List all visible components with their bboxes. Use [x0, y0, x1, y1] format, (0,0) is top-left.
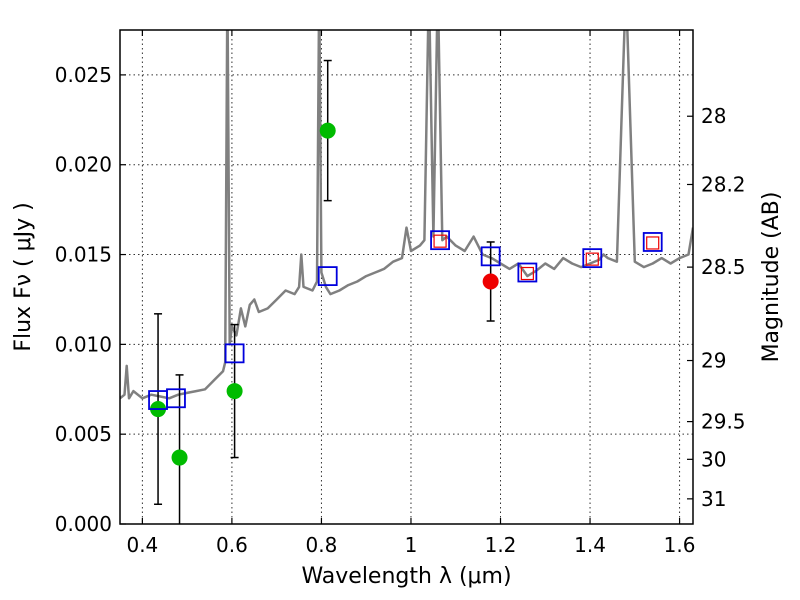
- data-point: [226, 383, 243, 400]
- right-axis-label: Magnitude (AB): [759, 192, 784, 363]
- x-tick-label: 0.8: [306, 533, 338, 557]
- x-tick-label: 0.4: [126, 533, 158, 557]
- data-point: [482, 273, 499, 290]
- model-box-inner: [433, 234, 447, 248]
- right-tick-label: 29: [701, 349, 726, 373]
- grid: [120, 30, 693, 525]
- model-box: [517, 262, 538, 283]
- model-box: [166, 388, 186, 409]
- model-box-inner: [520, 266, 534, 281]
- right-tick-label: 29.5: [701, 410, 746, 434]
- right-tick-label: 31: [701, 487, 726, 511]
- x-axis-label: Wavelength λ (μm): [301, 564, 511, 589]
- y-tick-label: 0.005: [55, 422, 112, 446]
- data-point: [171, 449, 188, 466]
- x-tick-label: 1.6: [664, 533, 696, 557]
- data-point: [319, 122, 336, 139]
- model-box: [480, 246, 501, 267]
- model-box: [430, 230, 450, 251]
- model-box: [642, 232, 663, 252]
- right-tick-label: 28.2: [701, 172, 746, 196]
- right-tick-label: 28: [701, 104, 726, 128]
- x-tick-label: 1.2: [485, 533, 517, 557]
- y-tick-label: 0.020: [55, 153, 112, 177]
- plot-frame: [119, 29, 694, 525]
- spectrum-line: [120, 30, 693, 400]
- x-tick-label: 0.6: [216, 533, 248, 557]
- x-tick-label: 1.4: [574, 533, 606, 557]
- y-tick-label: 0.010: [55, 332, 112, 356]
- y-tick-label: 0.015: [55, 243, 112, 267]
- right-tick-label: 30: [701, 447, 726, 471]
- model-box-inner: [585, 252, 599, 266]
- model-box: [582, 248, 603, 269]
- model-box: [317, 266, 338, 287]
- y-tick-label: 0.025: [55, 63, 112, 87]
- y-axis-label: Flux Fν ( μJy ): [11, 202, 36, 351]
- x-tick-label: 1: [405, 533, 418, 557]
- model-box-inner: [646, 236, 660, 250]
- data-points: [148, 59, 663, 524]
- model-box: [224, 343, 245, 364]
- y-tick-label: 0.000: [55, 512, 112, 536]
- axis-ticks: 0.4 0.6 0.8 1 1.2 1.4 1.6 0.000 0.005 0.010 0.015 0…: [55, 30, 746, 557]
- right-tick-label: 28.5: [701, 255, 746, 279]
- spectrum: [120, 30, 693, 400]
